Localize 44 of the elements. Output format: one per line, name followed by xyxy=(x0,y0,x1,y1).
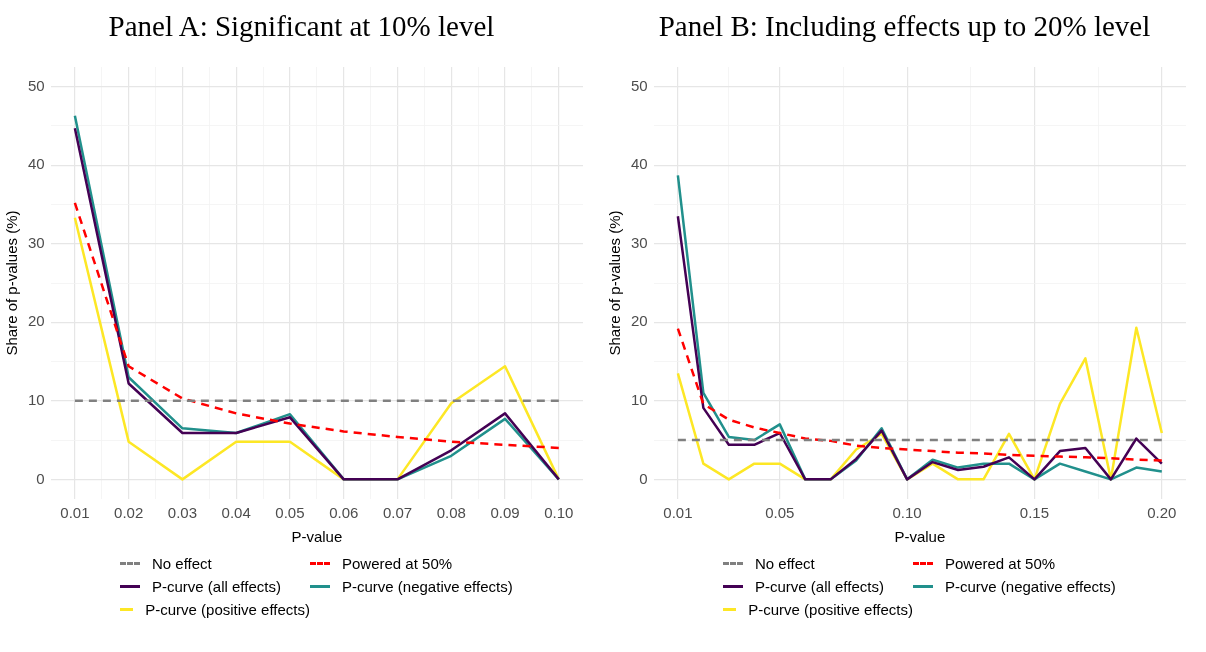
y-tick-label: 0 xyxy=(36,469,45,487)
legend-label: No effect xyxy=(152,555,212,572)
legend-label: Powered at 50% xyxy=(945,555,1056,572)
y-tick-label: 30 xyxy=(631,233,648,251)
x-tick-label: 0.09 xyxy=(490,504,520,522)
chart-title: Panel B: Including effects up to 20% level xyxy=(657,9,1152,44)
legend-label: P-curve (positive effects) xyxy=(748,601,913,618)
legend-label: Powered at 50% xyxy=(342,555,453,572)
legend-label: P-curve (all effects) xyxy=(152,578,281,595)
x-tick-label: 0.06 xyxy=(329,504,359,522)
y-axis-title: Share of p-values (%) xyxy=(606,210,624,356)
y-axis-title: Share of p-values (%) xyxy=(3,210,21,356)
y-tick-label: 0 xyxy=(639,469,648,487)
x-tick-label: 0.08 xyxy=(436,504,466,522)
legend-label: P-curve (negative effects) xyxy=(945,578,1116,595)
x-tick-label: 0.10 xyxy=(892,504,922,522)
x-tick-label: 0.02 xyxy=(114,504,144,522)
x-tick-label: 0.05 xyxy=(275,504,305,522)
x-tick-label: 0.01 xyxy=(60,504,90,522)
y-tick-label: 50 xyxy=(28,76,45,94)
y-tick-label: 20 xyxy=(28,312,45,330)
x-tick-label: 0.10 xyxy=(544,504,574,522)
y-tick-label: 40 xyxy=(631,155,648,173)
y-tick-label: 40 xyxy=(28,155,45,173)
x-axis-title: P-value xyxy=(894,528,946,546)
y-tick-label: 20 xyxy=(631,312,648,330)
x-tick-label: 0.04 xyxy=(221,504,251,522)
y-tick-label: 30 xyxy=(28,233,45,251)
line-series xyxy=(73,201,561,450)
y-tick-label: 10 xyxy=(631,390,648,408)
x-tick-label: 0.03 xyxy=(167,504,198,522)
legend-label: P-curve (negative effects) xyxy=(342,578,513,595)
legend-label: P-curve (all effects) xyxy=(755,578,884,595)
x-tick-label: 0.20 xyxy=(1147,504,1177,522)
legend-label: No effect xyxy=(755,555,815,572)
x-tick-label: 0.07 xyxy=(382,504,413,522)
y-tick-label: 50 xyxy=(631,76,648,94)
legend-label: P-curve (positive effects) xyxy=(145,601,310,618)
x-axis-title: P-value xyxy=(291,528,343,546)
x-tick-label: 0.15 xyxy=(1019,504,1050,522)
chart-title: Panel A: Significant at 10% level xyxy=(107,9,496,44)
y-tick-label: 10 xyxy=(28,390,45,408)
x-tick-label: 0.05 xyxy=(765,504,795,522)
x-tick-label: 0.01 xyxy=(663,504,693,522)
